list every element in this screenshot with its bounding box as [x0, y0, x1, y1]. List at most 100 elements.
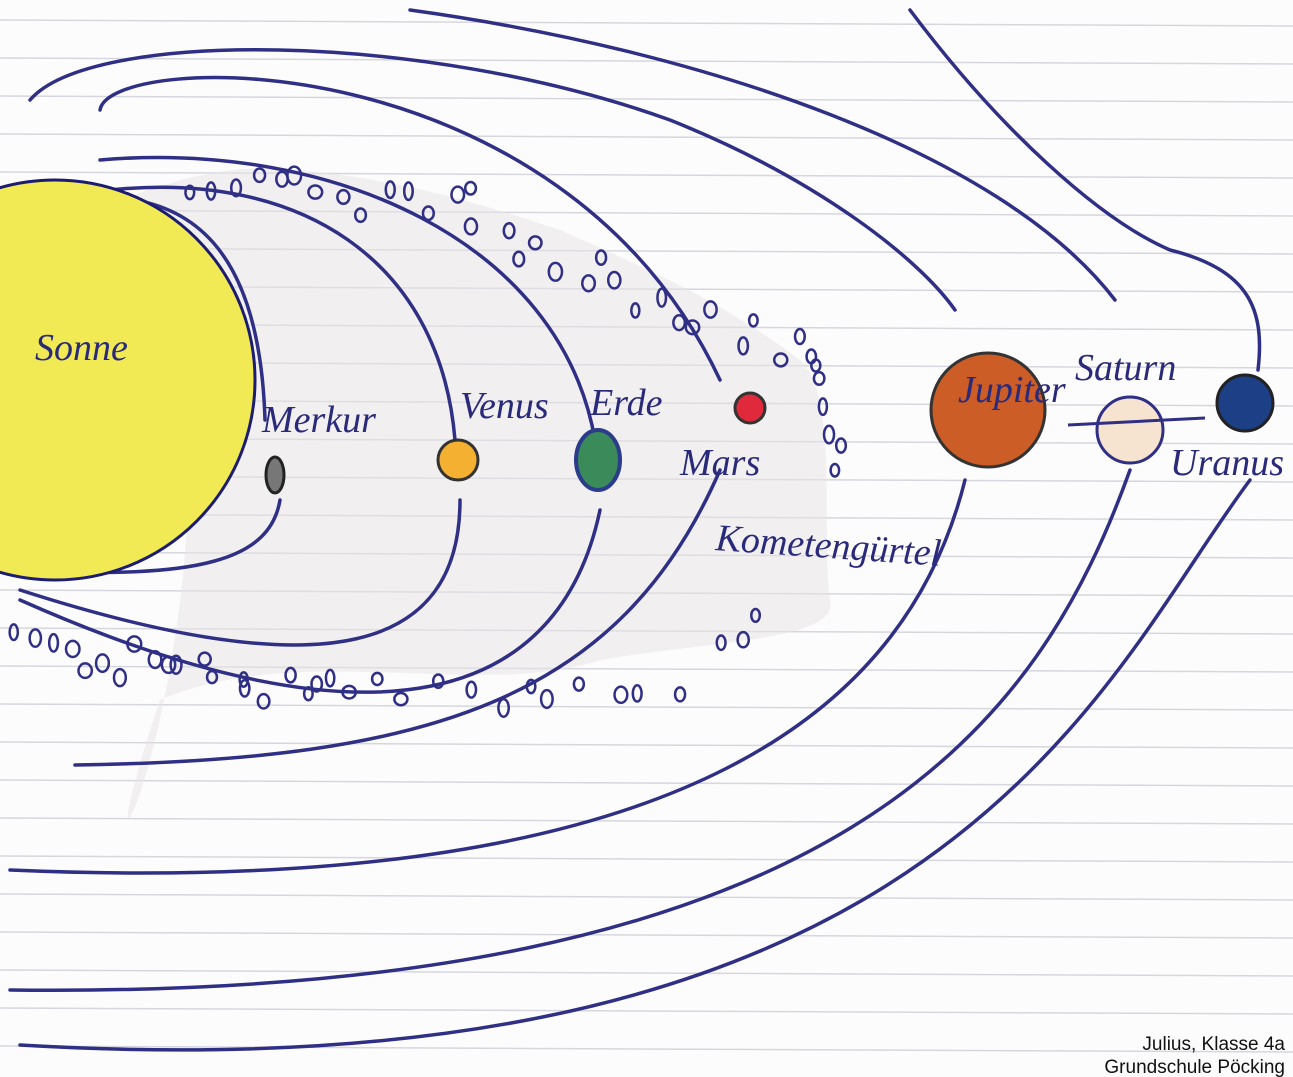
paper-line	[0, 817, 1293, 825]
comet	[672, 314, 687, 332]
comet	[829, 462, 841, 478]
comets	[8, 165, 848, 719]
comet	[126, 635, 143, 653]
planets	[0, 178, 1275, 582]
orbit	[8, 48, 967, 875]
paper-line	[0, 133, 1293, 141]
comet	[284, 666, 297, 684]
jupiter	[929, 351, 1047, 469]
paper-line	[0, 779, 1293, 787]
earth	[574, 428, 622, 492]
comet	[750, 607, 762, 624]
label-uranus: Uranus	[1170, 442, 1284, 484]
comet	[431, 673, 445, 690]
comet	[324, 668, 336, 688]
comet	[810, 358, 822, 373]
label-venus: Venus	[460, 385, 549, 427]
paper-line	[0, 1045, 1293, 1053]
comet	[684, 319, 701, 336]
label-earth: Erde	[589, 382, 663, 424]
orbit	[73, 75, 722, 767]
comet	[463, 217, 479, 236]
orbits	[8, 8, 1262, 1052]
comet	[205, 181, 217, 201]
comet	[463, 180, 478, 196]
comet	[28, 628, 43, 649]
comet	[184, 184, 196, 201]
mars	[733, 391, 767, 425]
comet	[229, 178, 243, 198]
comet	[525, 678, 537, 695]
comet	[205, 669, 219, 685]
comet	[341, 684, 358, 700]
label-mars: Mars	[679, 442, 760, 484]
comet	[527, 235, 543, 251]
paper-line	[0, 969, 1293, 977]
comet	[336, 188, 351, 206]
comet	[793, 327, 806, 346]
comet	[817, 397, 829, 417]
comet	[834, 437, 848, 454]
label-mercury: Merkur	[261, 399, 376, 441]
uranus	[1215, 373, 1275, 433]
comet	[310, 675, 324, 693]
comet	[613, 685, 629, 705]
orbit	[18, 8, 1262, 1052]
paper-line	[0, 703, 1293, 711]
caption-line: Grundschule Pöcking	[1104, 1057, 1285, 1077]
comet	[747, 313, 759, 328]
comet	[450, 185, 466, 204]
paper-line	[0, 57, 1293, 65]
paper-line	[0, 855, 1293, 863]
comet	[497, 697, 510, 719]
comet	[421, 205, 436, 222]
comet	[502, 222, 516, 240]
comet	[64, 639, 81, 659]
mercury	[264, 455, 286, 495]
paper-line	[0, 95, 1293, 103]
orbit	[8, 8, 1132, 992]
comet	[160, 655, 177, 675]
comet	[8, 623, 20, 642]
comet	[353, 207, 368, 224]
label-saturn: Saturn	[1075, 347, 1176, 389]
comet	[630, 302, 641, 319]
comet	[539, 688, 554, 710]
comet	[384, 180, 396, 200]
comet	[169, 654, 183, 675]
comet	[547, 261, 564, 282]
comet	[772, 352, 789, 368]
comet	[402, 181, 414, 202]
comet	[822, 424, 836, 445]
orbit	[18, 155, 602, 694]
comet	[47, 632, 60, 653]
comet	[631, 684, 643, 703]
label-sun: Sonne	[35, 327, 128, 369]
comet	[286, 165, 303, 186]
comet	[737, 336, 750, 356]
comet	[512, 250, 526, 268]
comet	[238, 671, 250, 688]
comet	[715, 634, 727, 652]
comet	[656, 287, 668, 308]
paper-line	[0, 931, 1293, 939]
comet	[370, 671, 384, 687]
comet	[606, 270, 622, 290]
saturn-ring	[1067, 416, 1206, 427]
paper-line	[0, 1007, 1293, 1015]
comet	[112, 667, 128, 688]
comet	[238, 678, 251, 698]
comet	[572, 676, 586, 692]
paper-line	[0, 19, 1293, 27]
comet	[736, 630, 751, 649]
comet	[77, 662, 94, 680]
venus	[436, 438, 480, 482]
paper-line	[0, 893, 1293, 901]
comet	[252, 167, 267, 184]
comet	[581, 274, 597, 293]
comet	[94, 653, 111, 674]
caption-line: Julius, Klasse 4a	[1142, 1034, 1285, 1055]
comet	[703, 300, 718, 319]
sun	[0, 178, 257, 582]
